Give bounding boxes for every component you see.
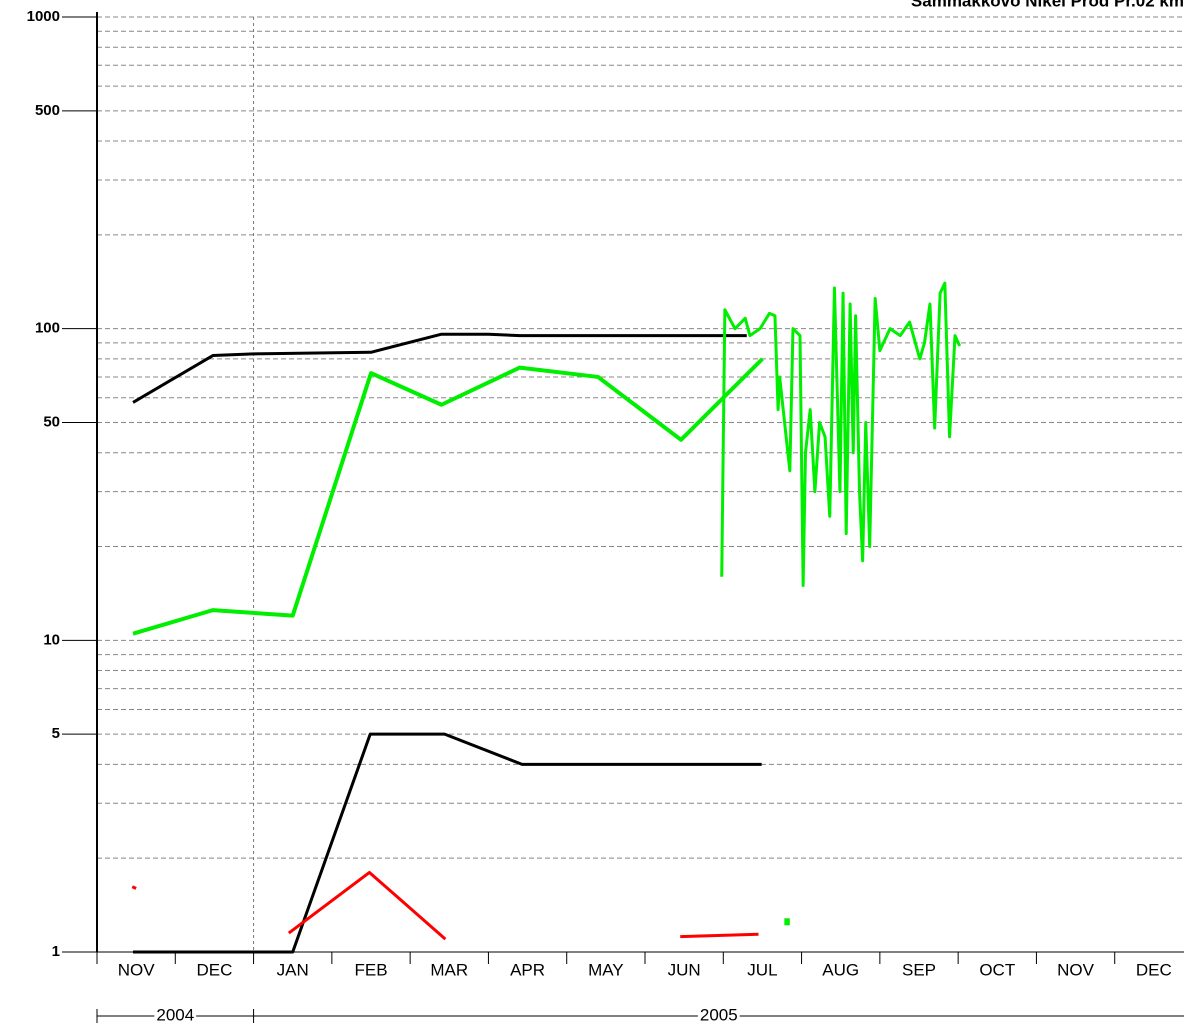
series-line (720, 281, 962, 587)
year-label: 2004 (156, 1005, 194, 1024)
series-line (133, 732, 762, 954)
chart-title: Sammakkovo Nikel Prod Pr.02 km (911, 0, 1184, 10)
x-tick-label: OCT (979, 960, 1015, 979)
x-tick-label: FEB (354, 960, 387, 979)
x-tick-label: NOV (1057, 960, 1095, 979)
x-tick-label: DEC (196, 960, 232, 979)
series-line (287, 870, 447, 941)
y-tick-label: 10 (43, 631, 60, 648)
y-tick-label: 5 (52, 725, 60, 742)
x-tick-label: JUN (668, 960, 701, 979)
x-tick-label: NOV (118, 960, 156, 979)
x-tick-label: MAY (588, 960, 624, 979)
y-tick-label: 500 (35, 102, 60, 119)
x-tick-label: AUG (822, 960, 859, 979)
x-tick-label: SEP (902, 960, 936, 979)
x-tick-label: JAN (277, 960, 309, 979)
series-line (132, 332, 747, 404)
series-line (131, 885, 137, 890)
y-tick-label: 1 (52, 943, 60, 960)
year-label-bg (697, 1005, 740, 1025)
year-label-bg (154, 1005, 197, 1025)
x-tick-label: MAR (430, 960, 468, 979)
y-tick-label: 50 (43, 413, 60, 430)
series-line (680, 932, 759, 939)
x-tick-label: JUL (747, 960, 777, 979)
series-line (132, 357, 764, 636)
y-tick-label: 1000 (27, 8, 60, 25)
x-tick-label: APR (510, 960, 545, 979)
x-tick-label: DEC (1136, 960, 1172, 979)
year-label: 2005 (700, 1005, 738, 1024)
y-tick-label: 100 (35, 320, 60, 337)
